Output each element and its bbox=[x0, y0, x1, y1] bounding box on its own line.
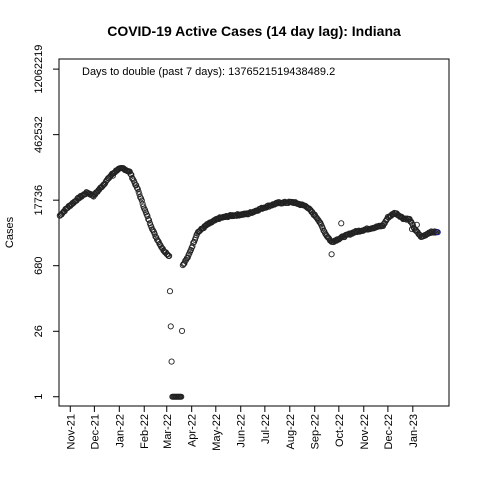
x-tick-label: Sep-22 bbox=[310, 414, 322, 449]
data-point bbox=[151, 230, 158, 238]
data-point bbox=[434, 229, 441, 236]
x-tick-label: Oct-22 bbox=[334, 414, 346, 447]
data-point bbox=[136, 191, 143, 198]
x-tick-label: Dec-21 bbox=[89, 414, 101, 449]
data-point bbox=[166, 288, 174, 295]
y-tick-label: 12062219 bbox=[33, 45, 45, 94]
x-tick-label: Mar-22 bbox=[162, 414, 174, 449]
x-tick-label: Jun-22 bbox=[236, 414, 248, 448]
data-point bbox=[408, 226, 416, 233]
x-tick-label: Nov-21 bbox=[65, 414, 77, 449]
data-point bbox=[138, 197, 145, 204]
x-tick-label: Jul-22 bbox=[260, 414, 272, 444]
x-tick-label: Nov-22 bbox=[359, 414, 371, 449]
data-point bbox=[168, 358, 175, 365]
data-point bbox=[236, 211, 243, 218]
data-point bbox=[134, 185, 141, 193]
plot-frame bbox=[58, 58, 450, 407]
data-point bbox=[127, 171, 134, 178]
data-point bbox=[145, 216, 152, 223]
data-point bbox=[133, 182, 140, 189]
y-tick-label: 17736 bbox=[33, 185, 45, 216]
data-point bbox=[146, 217, 153, 224]
data-point bbox=[167, 323, 174, 330]
data-point bbox=[144, 213, 151, 220]
data-point bbox=[338, 220, 345, 227]
data-point bbox=[328, 251, 335, 258]
y-axis: 1 26 680 17736 462532 12062219 bbox=[33, 45, 59, 400]
data-point bbox=[137, 194, 144, 201]
data-points bbox=[56, 165, 441, 400]
y-tick-label: 462532 bbox=[33, 116, 45, 153]
data-point bbox=[178, 393, 185, 400]
x-tick-label: Feb-22 bbox=[139, 414, 151, 449]
y-tick-label: 680 bbox=[33, 257, 45, 275]
data-point bbox=[409, 221, 416, 228]
y-axis-label: Cases bbox=[4, 216, 16, 248]
x-tick-label: Dec-22 bbox=[383, 414, 395, 449]
chart-title: COVID-19 Active Cases (14 day lag): Indi… bbox=[107, 23, 401, 39]
data-point bbox=[413, 221, 420, 228]
x-tick-label: May-22 bbox=[211, 414, 223, 451]
data-point bbox=[190, 239, 197, 246]
x-tick-label: Jan-23 bbox=[408, 414, 420, 448]
y-tick-label: 1 bbox=[33, 394, 45, 400]
x-tick-label: Apr-22 bbox=[187, 414, 199, 447]
data-point bbox=[166, 252, 173, 260]
data-point bbox=[181, 260, 188, 267]
data-point bbox=[164, 251, 171, 258]
data-point bbox=[126, 168, 133, 175]
doubling-annotation: Days to double (past 7 days): 1376521519… bbox=[82, 66, 335, 78]
y-tick-label: 26 bbox=[33, 325, 45, 337]
x-tick-label: Jan-22 bbox=[114, 414, 126, 448]
data-point bbox=[109, 172, 116, 179]
x-axis: Nov-21 Dec-21 Jan-22 Feb-22 Mar-22 Apr-22 May-… bbox=[65, 406, 420, 451]
data-point bbox=[135, 188, 142, 195]
data-point bbox=[133, 184, 141, 191]
data-point bbox=[178, 327, 186, 334]
data-point bbox=[183, 255, 190, 262]
plot-area bbox=[58, 58, 450, 407]
x-tick-label: Aug-22 bbox=[285, 414, 297, 449]
